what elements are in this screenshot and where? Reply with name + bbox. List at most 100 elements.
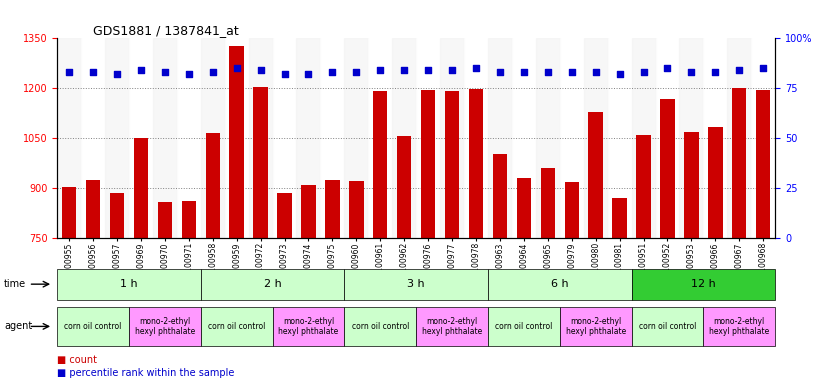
Bar — [368, 38, 392, 238]
Bar — [321, 38, 344, 238]
Bar — [277, 194, 291, 238]
Bar — [632, 38, 655, 238]
Bar — [157, 202, 172, 238]
Bar — [81, 38, 105, 238]
Bar — [182, 201, 196, 238]
Bar — [229, 46, 244, 238]
Text: agent: agent — [4, 321, 33, 331]
Bar — [756, 90, 770, 238]
Bar — [464, 38, 488, 238]
Bar — [224, 38, 249, 238]
Bar — [488, 38, 512, 238]
Point — [254, 67, 267, 73]
Bar — [105, 38, 129, 238]
Point — [661, 65, 674, 71]
Bar — [560, 38, 583, 238]
Text: 3 h: 3 h — [407, 279, 425, 289]
Bar — [249, 38, 273, 238]
Text: mono-2-ethyl
hexyl phthalate: mono-2-ethyl hexyl phthalate — [422, 317, 482, 336]
Text: GDS1881 / 1387841_at: GDS1881 / 1387841_at — [93, 24, 239, 37]
Bar — [177, 38, 201, 238]
Bar — [129, 38, 153, 238]
Bar — [703, 38, 727, 238]
Text: 1 h: 1 h — [120, 279, 138, 289]
Point — [278, 71, 291, 78]
Bar — [752, 38, 775, 238]
Bar — [349, 181, 363, 238]
Point — [517, 69, 530, 75]
Bar — [536, 38, 560, 238]
Bar — [416, 38, 440, 238]
Text: corn oil control: corn oil control — [639, 322, 696, 331]
Point — [637, 69, 650, 75]
Text: corn oil control: corn oil control — [208, 322, 265, 331]
Point — [326, 69, 339, 75]
Point — [374, 67, 387, 73]
Bar — [440, 38, 464, 238]
Bar — [110, 194, 124, 238]
Bar — [62, 187, 76, 238]
Bar — [588, 112, 603, 238]
Bar — [512, 38, 536, 238]
Text: corn oil control: corn oil control — [495, 322, 552, 331]
Point — [110, 71, 123, 78]
Point — [230, 65, 243, 71]
Text: mono-2-ethyl
hexyl phthalate: mono-2-ethyl hexyl phthalate — [135, 317, 195, 336]
Bar — [57, 38, 81, 238]
Text: 2 h: 2 h — [264, 279, 282, 289]
Point — [685, 69, 698, 75]
Text: mono-2-ethyl
hexyl phthalate: mono-2-ethyl hexyl phthalate — [278, 317, 339, 336]
Bar — [680, 38, 703, 238]
Bar — [273, 38, 296, 238]
Bar — [636, 135, 650, 238]
Bar — [583, 38, 608, 238]
Text: 12 h: 12 h — [691, 279, 716, 289]
Point — [756, 65, 769, 71]
Bar — [373, 91, 388, 238]
Point — [63, 69, 76, 75]
Point — [733, 67, 746, 73]
Point — [469, 65, 482, 71]
Point — [397, 67, 410, 73]
Text: corn oil control: corn oil control — [64, 322, 122, 331]
Point — [709, 69, 722, 75]
Bar — [134, 137, 148, 238]
Text: corn oil control: corn oil control — [352, 322, 409, 331]
Bar — [685, 132, 698, 238]
Point — [158, 69, 171, 75]
Bar — [201, 38, 224, 238]
Point — [302, 71, 315, 78]
Bar — [608, 38, 632, 238]
Point — [422, 67, 435, 73]
Bar — [708, 127, 722, 238]
Point — [589, 69, 602, 75]
Bar — [421, 90, 435, 238]
Bar — [397, 136, 411, 238]
Bar — [254, 87, 268, 238]
Bar — [206, 133, 220, 238]
Point — [613, 71, 626, 78]
Bar — [296, 38, 321, 238]
Bar — [153, 38, 177, 238]
Bar — [445, 91, 459, 238]
Bar — [727, 38, 752, 238]
Point — [541, 69, 554, 75]
Point — [206, 69, 220, 75]
Bar — [565, 182, 579, 238]
Point — [565, 69, 579, 75]
Bar — [660, 99, 675, 238]
Bar — [301, 185, 316, 238]
Bar — [392, 38, 416, 238]
Point — [135, 67, 148, 73]
Point — [182, 71, 195, 78]
Bar — [541, 168, 555, 238]
Bar — [344, 38, 368, 238]
Point — [86, 69, 100, 75]
Point — [446, 67, 459, 73]
Point — [350, 69, 363, 75]
Text: ■ count: ■ count — [57, 355, 97, 365]
Point — [494, 69, 507, 75]
Bar — [326, 180, 339, 238]
Bar — [493, 154, 507, 238]
Text: mono-2-ethyl
hexyl phthalate: mono-2-ethyl hexyl phthalate — [709, 317, 769, 336]
